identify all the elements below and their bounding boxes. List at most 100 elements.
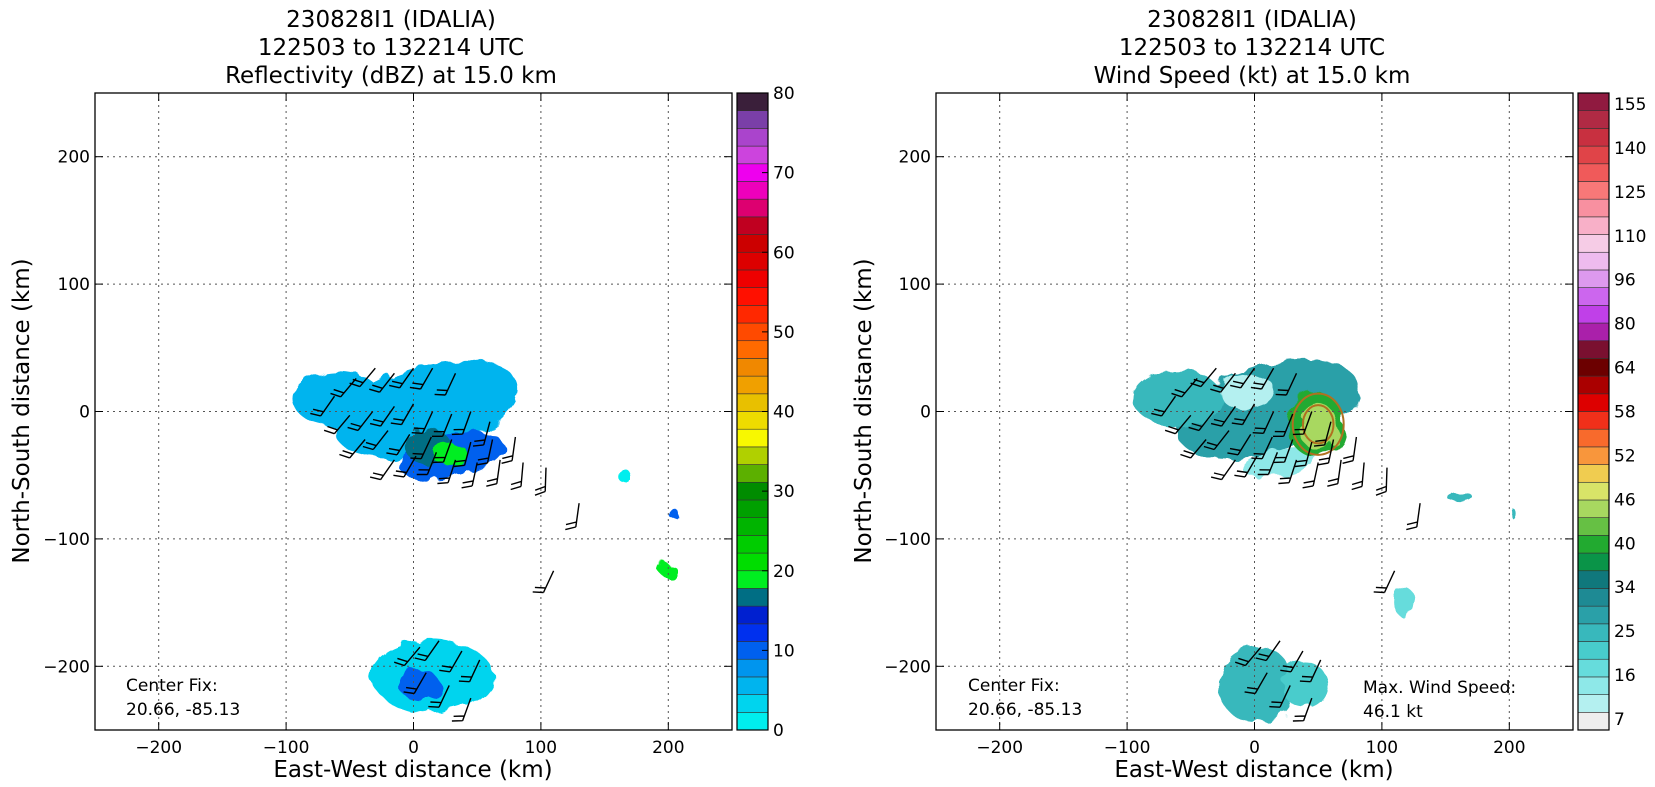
reflectivity-colorbar-segment xyxy=(736,499,769,518)
reflectivity-wind-barb xyxy=(486,459,501,487)
wind-wind-barb xyxy=(1294,441,1313,468)
reflectivity-wind-barb xyxy=(347,411,374,432)
wind-colorbar-segment xyxy=(1577,163,1610,182)
wind-colorbar-tick-label: 52 xyxy=(1614,446,1636,466)
wind-colorbar-tick-label: 58 xyxy=(1614,403,1636,423)
wind-colorbar-segment xyxy=(1577,570,1610,589)
reflectivity-wind-barb xyxy=(453,441,472,468)
reflectivity-grid xyxy=(95,93,732,730)
wind-echo-region xyxy=(1394,587,1416,618)
wind-x-ticks: −200 −100 0 100 200 xyxy=(976,93,1526,758)
reflectivity-echo-region xyxy=(618,467,629,483)
wind-wind-barb xyxy=(1210,405,1236,427)
wind-colorbar-segment xyxy=(1577,287,1610,306)
wind-wind-barb xyxy=(1313,421,1332,447)
wind-wind-barb xyxy=(1151,395,1177,417)
wind-colorbar-tick-label: 25 xyxy=(1614,622,1636,642)
reflectivity-colorbar-segment xyxy=(736,375,769,395)
wind-wind-barb xyxy=(1269,685,1291,708)
wind-wind-barb xyxy=(1171,377,1198,398)
wind-wind-barb xyxy=(1257,452,1279,476)
reflectivity-wind-barb xyxy=(410,436,432,460)
reflectivity-title-line-1: 230828I1 (IDALIA) xyxy=(286,7,496,33)
reflectivity-colorbar-segment xyxy=(736,110,769,129)
wind-colorbar-segment xyxy=(1577,605,1610,625)
reflectivity-colorbar: 0 10 20 30 40 50 60 70 80 xyxy=(736,84,795,741)
reflectivity-wind-barb xyxy=(390,403,415,426)
reflectivity-colorbar-tick-label: 20 xyxy=(773,562,795,582)
wind-colorbar-segment xyxy=(1577,305,1610,324)
wind-speed-colorbar: 7 16 25 34 40 46 52 58 64 80 96 110 125 140 155 xyxy=(1577,92,1646,731)
wind-speed-panel: 230828I1 (IDALIA) 122503 to 132214 UTC W… xyxy=(851,7,1646,783)
wind-x-axis-label: East-West distance (km) xyxy=(1114,757,1393,783)
wind-wind-barb xyxy=(1190,367,1217,388)
wind-colorbar-segment xyxy=(1577,641,1610,660)
wind-wind-barb xyxy=(1251,436,1273,460)
reflectivity-colorbar-segment xyxy=(736,198,769,218)
reflectivity-y-tick-label: −100 xyxy=(43,530,90,550)
reflectivity-colorbar-tick-label: 80 xyxy=(773,84,795,104)
max-wind-speed-value: 46.1 kt xyxy=(1363,702,1423,722)
reflectivity-x-axis-label: East-West distance (km) xyxy=(273,757,552,783)
wind-colorbar-segment xyxy=(1577,269,1610,288)
wind-title-line-1: 230828I1 (IDALIA) xyxy=(1147,7,1357,33)
wind-colorbar-tick-label: 46 xyxy=(1614,490,1636,510)
wind-colorbar-segment xyxy=(1577,658,1610,678)
reflectivity-colorbar-segment xyxy=(736,658,769,678)
reflectivity-wind-barb xyxy=(532,570,555,594)
reflectivity-colorbar-segment xyxy=(736,269,769,288)
reflectivity-colorbar-segment xyxy=(736,305,769,324)
wind-colorbar-segment xyxy=(1577,481,1610,501)
reflectivity-echo-region xyxy=(668,508,679,519)
reflectivity-colorbar-tick-label: 10 xyxy=(773,641,795,661)
reflectivity-x-ticks: −200 −100 0 100 200 xyxy=(135,93,685,758)
reflectivity-echo-region xyxy=(431,442,468,466)
reflectivity-y-axis-label: North-South distance (km) xyxy=(9,258,35,563)
wind-colorbar-segment xyxy=(1577,181,1610,200)
reflectivity-wind-barb xyxy=(416,452,438,476)
reflectivity-colorbar-segment xyxy=(736,428,769,448)
wind-wind-barb xyxy=(1373,570,1396,594)
wind-colorbar-segment xyxy=(1577,234,1610,253)
wind-wind-barb xyxy=(1234,646,1262,667)
reflectivity-colorbar-segment xyxy=(736,128,769,147)
reflectivity-wind-barb xyxy=(411,411,434,434)
wind-colorbar-segment xyxy=(1577,128,1610,147)
wind-colorbar-segment xyxy=(1577,411,1610,430)
reflectivity-wind-barb xyxy=(439,650,463,673)
wind-colorbar-segment xyxy=(1577,145,1610,165)
wind-wind-barb xyxy=(1210,372,1236,393)
reflectivity-wind-barb xyxy=(389,367,415,389)
reflectivity-title-line-2: 122503 to 132214 UTC xyxy=(258,35,524,61)
reflectivity-wind-barb xyxy=(565,503,580,531)
wind-colorbar-segment xyxy=(1577,393,1610,412)
reflectivity-wind-barb xyxy=(310,395,336,417)
wind-colorbar-segment xyxy=(1577,375,1610,395)
reflectivity-wind-barb xyxy=(330,377,357,398)
wind-wind-barb xyxy=(1280,650,1304,673)
reflectivity-echo-region xyxy=(399,670,441,701)
reflectivity-wind-barb xyxy=(432,413,453,437)
wind-wind-barb xyxy=(1342,436,1358,464)
wind-wind-barb xyxy=(1203,430,1230,451)
reflectivity-colorbar-segment xyxy=(736,623,769,642)
reflectivity-colorbar-segment xyxy=(736,181,769,200)
wind-colorbar-segment xyxy=(1577,694,1610,713)
wind-title-line-3: Wind Speed (kt) at 15.0 km xyxy=(1094,63,1411,89)
wind-colorbar-segment xyxy=(1577,358,1610,377)
reflectivity-y-tick-label: 200 xyxy=(58,148,90,168)
wind-wind-barb xyxy=(1180,439,1207,459)
reflectivity-wind-barb xyxy=(369,459,395,481)
wind-wind-barb xyxy=(1275,373,1298,396)
reflectivity-wind-barb xyxy=(472,421,491,447)
wind-x-tick-label: −100 xyxy=(1104,738,1151,758)
wind-wind-barb xyxy=(1210,459,1236,481)
wind-colorbar-segment xyxy=(1577,552,1610,572)
wind-colorbar-segment xyxy=(1577,198,1610,218)
reflectivity-colorbar-segment xyxy=(736,676,769,695)
wind-y-ticks: −200 −100 0 100 200 xyxy=(884,148,1573,677)
reflectivity-wind-barb xyxy=(432,439,453,464)
wind-wind-barb xyxy=(1244,672,1268,695)
reflectivity-colorbar-segment xyxy=(736,517,769,536)
wind-colorbar-segment xyxy=(1577,464,1610,483)
